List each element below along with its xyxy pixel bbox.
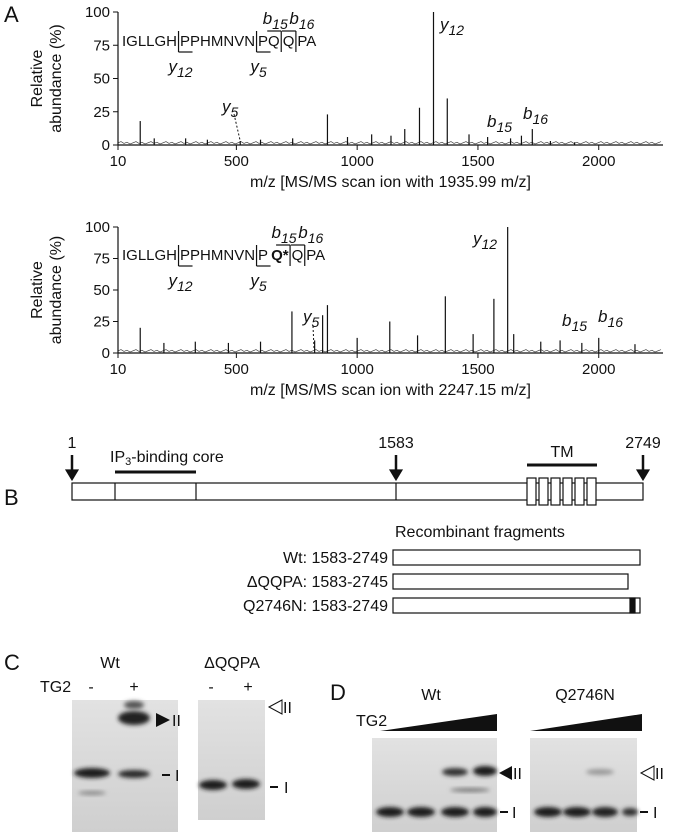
ion-label: y5 [302,307,320,330]
peptide-segment: Q [292,247,304,264]
domain-label: TM [550,444,573,461]
x-tick-label: 1500 [461,153,494,170]
ion-leader [233,113,241,141]
y-tick-label: 75 [93,251,110,268]
peptide-segment: Q* [271,247,289,264]
band-label: I [512,805,516,822]
y-tick-label: 50 [93,71,110,88]
ion-label: b16 [298,223,323,246]
x-tick-label: 2000 [582,153,615,170]
baseline-noise [117,141,662,145]
gel-title: Q2746N [555,687,615,704]
peptide-segment: IGLLGH [122,247,177,264]
x-tick-label: 1000 [340,153,373,170]
y-axis-label: Relative [29,50,46,108]
band-label: I [284,780,288,797]
treatment-label: TG2 [356,713,387,730]
fragment-label: Wt: 1583-2749 [283,550,388,567]
ion-label: y5 [221,97,239,120]
peptide-segment: PPHMNVN [180,33,255,50]
band-label: II [513,766,522,783]
ion-label: y12 [472,229,497,252]
peptide-segment: Q [283,33,295,50]
x-tick-label: 10 [110,153,127,170]
ion-label: b15 [272,223,297,246]
ion-label: y5 [249,57,267,80]
residue-position: 1 [68,435,77,452]
panel-label: A [4,2,19,27]
treatment-label: TG2 [40,679,71,696]
peptide-segment: PA [306,247,325,264]
band-marker [639,765,655,781]
gradient-wedge [530,714,642,731]
gel-title: Wt [100,655,120,672]
panel-label: C [4,650,20,675]
y-tick-label: 0 [102,137,110,154]
x-tick-label: 10 [110,361,127,378]
ion-label: b15 [487,112,512,135]
ion-label: y12 [167,57,192,80]
y-tick-label: 50 [93,282,110,299]
lane-label: - [88,679,93,696]
y-axis-label: abundance (%) [48,236,65,345]
residue-position: 2749 [625,435,661,452]
x-tick-label: 1500 [461,361,494,378]
lane-label: - [208,679,213,696]
ion-label: y12 [439,15,464,38]
x-axis-label: m/z [MS/MS scan ion with 2247.15 m/z] [250,382,531,399]
peptide-segment: PA [297,33,316,50]
y-tick-label: 0 [102,345,110,362]
ion-label: b15 [263,9,288,32]
x-tick-label: 1000 [340,361,373,378]
peptide-segment: IGLLGH [122,33,177,50]
band-label: I [653,805,657,822]
lane-label: + [129,679,138,696]
ion-label: b16 [523,104,548,127]
y-tick-label: 100 [85,219,110,236]
y-tick-label: 25 [93,314,110,331]
lane-label: + [243,679,252,696]
ion-label: b16 [289,9,314,32]
ion-label: y12 [167,271,192,294]
y-axis-label: abundance (%) [48,24,65,133]
band-marker [267,699,283,715]
x-tick-label: 2000 [582,361,615,378]
band-label: II [172,713,181,730]
y-tick-label: 25 [93,104,110,121]
fragment-label: Q2746N: 1583-2749 [243,598,388,615]
y-tick-label: 75 [93,37,110,54]
panel-label: B [4,485,19,510]
fragments-title: Recombinant fragments [395,524,565,541]
band-label: II [283,700,292,717]
fragment-label: ΔQQPA: 1583-2745 [247,574,388,591]
gel-blot [372,738,638,832]
y-tick-label: 100 [85,4,110,21]
band-marker [499,766,512,780]
gel-title: Wt [421,687,441,704]
baseline-noise [117,349,662,353]
ion-label: b16 [598,307,623,330]
gradient-wedge [380,714,497,731]
band-label: I [175,768,179,785]
band-marker [156,713,170,727]
ion-label: b15 [562,311,587,334]
ion-label: y5 [249,271,267,294]
residue-position: 1583 [378,435,414,452]
peptide-segment: P [258,247,268,264]
peptide-segment: PQ [258,33,280,50]
domain-label: IP3-binding core [110,449,224,468]
peptide-segment: PPHMNVN [180,247,255,264]
x-tick-label: 500 [224,361,249,378]
panel-label: D [330,680,346,705]
x-axis-label: m/z [MS/MS scan ion with 1935.99 m/z] [250,174,531,191]
domain-diagram [64,455,651,614]
gel-title: ΔQQPA [204,655,260,672]
y-axis-label: Relative [29,261,46,319]
x-tick-label: 500 [224,153,249,170]
band-label: II [655,766,664,783]
